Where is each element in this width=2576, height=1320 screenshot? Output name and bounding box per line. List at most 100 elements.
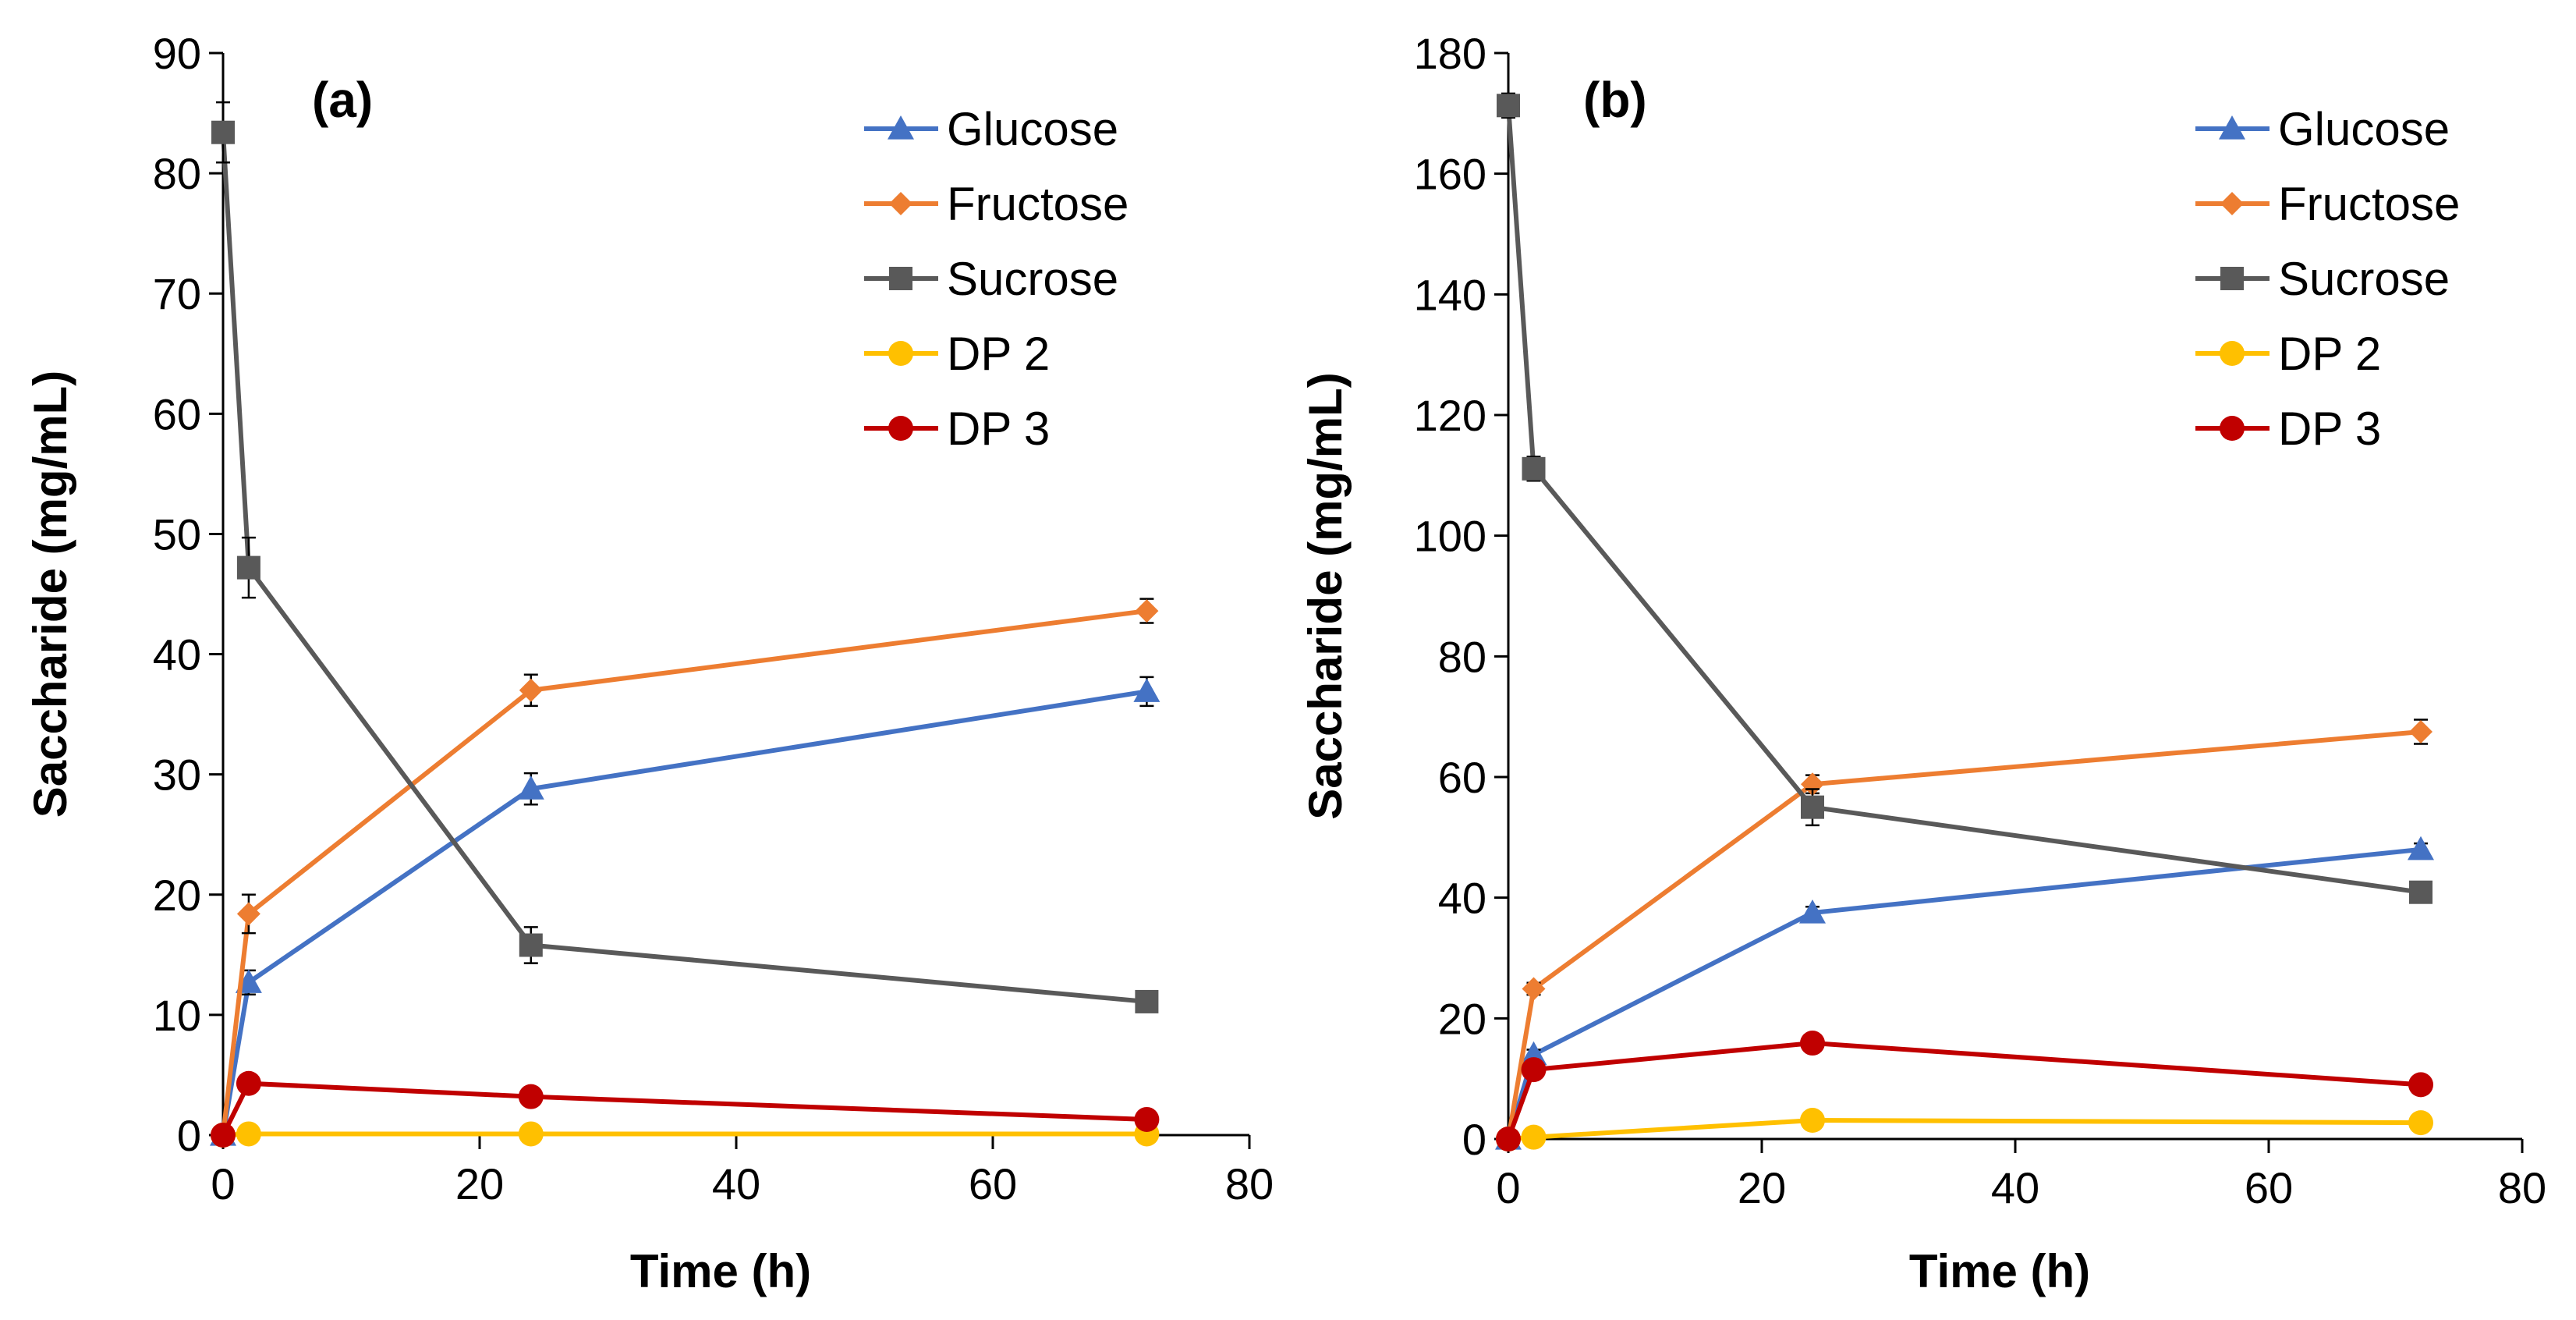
x-tick-label: 0 xyxy=(211,1159,235,1208)
series-line xyxy=(1508,1118,2422,1141)
legend-item: Glucose xyxy=(2195,103,2450,155)
series-line xyxy=(221,1080,1147,1137)
y-tick-label: 80 xyxy=(1438,632,1486,681)
legend-item: DP 3 xyxy=(2195,403,2381,455)
x-tick-label: 20 xyxy=(455,1159,504,1208)
x-tick-label: 80 xyxy=(2498,1163,2546,1212)
data-point xyxy=(1801,795,1824,819)
legend-item: Sucrose xyxy=(864,253,1118,305)
series-sucrose xyxy=(1497,92,2432,904)
legend-marker xyxy=(2220,192,2244,215)
series-dp-3 xyxy=(1496,1031,2433,1151)
data-point xyxy=(1800,1108,1825,1134)
data-point xyxy=(1800,1031,1825,1056)
legend-item: Fructose xyxy=(2195,178,2460,230)
x-tick-label: 60 xyxy=(2245,1163,2293,1212)
data-point xyxy=(1135,989,1159,1013)
y-tick-label: 0 xyxy=(177,1111,201,1160)
legend-label: DP 3 xyxy=(947,403,1050,455)
legend-label: DP 2 xyxy=(947,328,1050,380)
legend-marker xyxy=(889,267,912,290)
series-line xyxy=(222,1131,1147,1137)
data-point xyxy=(1801,772,1824,797)
legend-marker xyxy=(889,192,912,215)
panel-label: (a) xyxy=(312,72,373,128)
data-point xyxy=(1522,977,1546,1001)
legend-item: DP 2 xyxy=(2195,328,2381,380)
legend-item: Glucose xyxy=(864,103,1118,155)
data-point xyxy=(2408,836,2434,860)
data-point xyxy=(211,120,235,144)
legend-marker xyxy=(2220,416,2245,441)
legend-marker xyxy=(888,341,913,366)
legend-label: Sucrose xyxy=(2278,253,2450,305)
data-point xyxy=(1496,1127,1521,1151)
series-line xyxy=(1506,729,2422,1140)
x-tick-label: 60 xyxy=(969,1159,1017,1208)
series-sucrose xyxy=(211,101,1159,1013)
data-point xyxy=(236,902,260,926)
series-dp-2 xyxy=(1496,1108,2433,1151)
chart-panel-2: 0 20 40 60 80 100 120 140 160 180 0 20 40 60 80 Time (h… xyxy=(1299,29,2546,1297)
y-axis-title: Saccharide (mg/mL) xyxy=(24,371,76,818)
legend-marker xyxy=(2220,267,2244,290)
series-line xyxy=(1506,1041,2422,1141)
legend-label: DP 3 xyxy=(2278,403,2381,455)
y-tick-label: 30 xyxy=(153,750,201,800)
y-tick-label: 10 xyxy=(153,991,201,1040)
y-tick-label: 60 xyxy=(1438,753,1486,802)
data-point xyxy=(2408,1072,2433,1098)
series-line xyxy=(221,132,1147,1004)
y-tick-label: 20 xyxy=(153,871,201,920)
series-line xyxy=(1506,846,2422,1140)
y-tick-label: 140 xyxy=(1414,270,1486,319)
legend-label: DP 2 xyxy=(2278,328,2381,380)
x-axis-title: Time (h) xyxy=(630,1245,811,1297)
series-fructose xyxy=(1497,719,2432,1151)
x-tick-label: 40 xyxy=(1991,1163,2039,1212)
legend-label: Fructose xyxy=(947,178,1129,230)
x-tick-label: 0 xyxy=(1496,1163,1520,1212)
y-tick-label: 20 xyxy=(1438,994,1486,1043)
legend-label: Glucose xyxy=(2278,103,2450,155)
x-axis-title: Time (h) xyxy=(1909,1245,2090,1297)
y-tick-label: 40 xyxy=(1438,874,1486,923)
legend-label: Glucose xyxy=(947,103,1118,155)
y-tick-label: 100 xyxy=(1414,512,1486,561)
data-point xyxy=(518,1121,544,1147)
data-point xyxy=(1521,1124,1547,1150)
data-point xyxy=(1799,900,1826,924)
data-point xyxy=(236,555,260,580)
series-dp-2 xyxy=(211,1121,1160,1148)
data-point xyxy=(519,933,543,957)
data-point xyxy=(2408,1110,2433,1136)
data-point xyxy=(2409,880,2432,904)
series-line xyxy=(221,609,1147,1136)
legend-item: Fructose xyxy=(864,178,1129,230)
x-tick-label: 20 xyxy=(1738,1163,1786,1212)
series-dp-3 xyxy=(211,1070,1160,1148)
legend-item: DP 3 xyxy=(864,403,1050,455)
data-point xyxy=(2409,720,2432,743)
data-point xyxy=(211,1123,236,1148)
legend-item: Sucrose xyxy=(2195,253,2450,305)
y-tick-label: 80 xyxy=(153,149,201,198)
series-line xyxy=(1506,105,2422,895)
data-point xyxy=(1134,1106,1160,1132)
data-point xyxy=(236,1070,261,1096)
data-point xyxy=(1522,456,1546,481)
legend-marker xyxy=(2219,115,2245,140)
legend-marker xyxy=(2220,341,2245,366)
y-tick-label: 90 xyxy=(153,29,201,78)
data-point xyxy=(1497,94,1520,118)
legend-label: Fructose xyxy=(2278,178,2460,230)
y-tick-label: 120 xyxy=(1414,391,1486,440)
series-line xyxy=(221,689,1147,1136)
data-point xyxy=(519,678,543,702)
data-point xyxy=(517,775,544,800)
y-tick-label: 70 xyxy=(153,269,201,318)
legend-label: Sucrose xyxy=(947,253,1118,305)
y-axis-title: Saccharide (mg/mL) xyxy=(1299,372,1352,820)
y-tick-label: 160 xyxy=(1414,150,1486,199)
panel-label: (b) xyxy=(1583,72,1647,128)
